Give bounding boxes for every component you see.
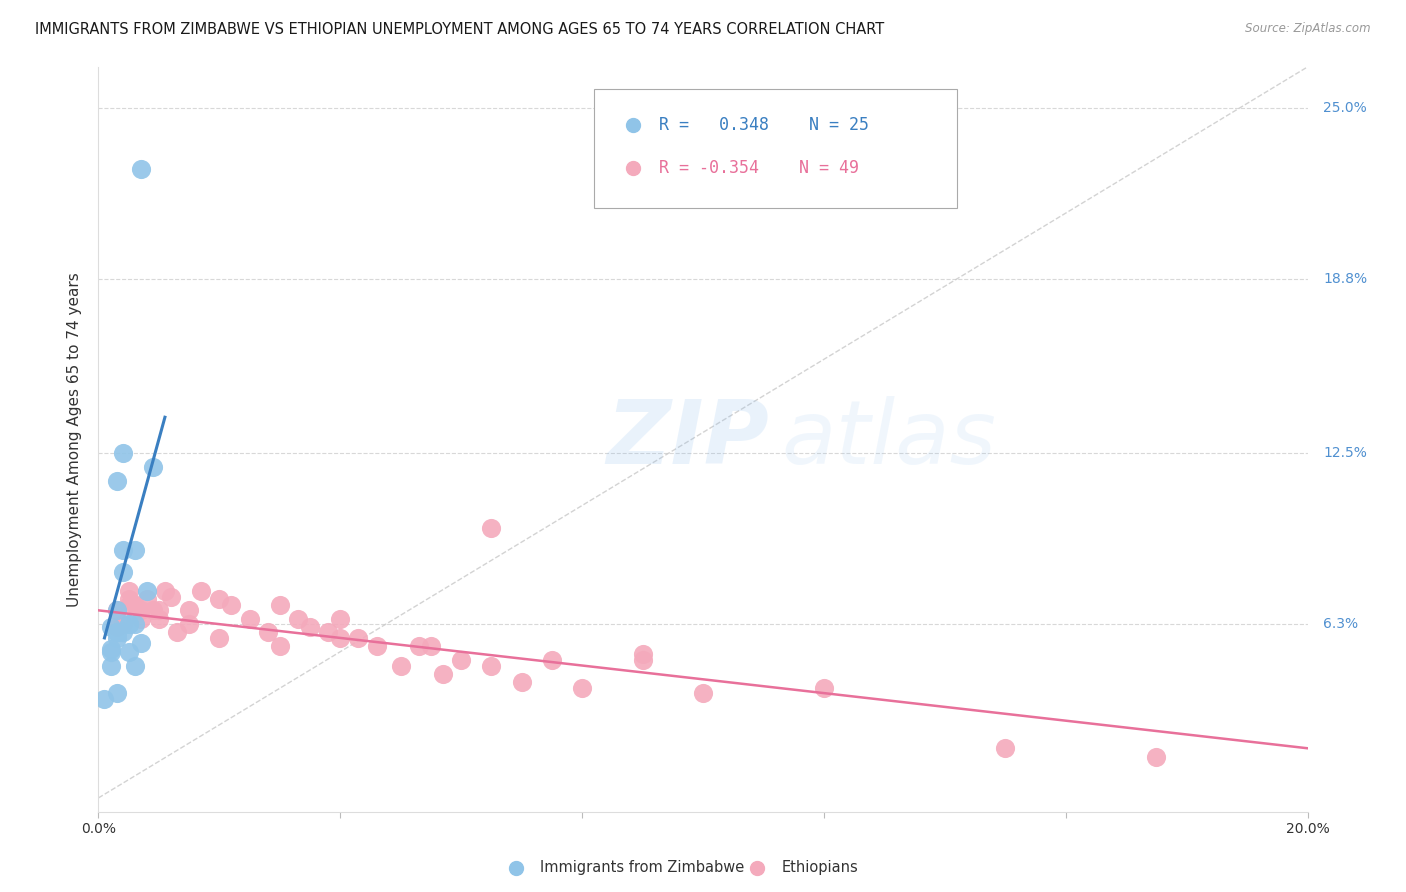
- Point: [111, 446, 134, 460]
- Point: [118, 617, 141, 632]
- Point: [93, 691, 115, 706]
- Point: [208, 631, 231, 645]
- Point: [269, 598, 291, 612]
- Point: [179, 617, 201, 632]
- Point: [118, 645, 141, 659]
- Point: [148, 612, 170, 626]
- Point: [221, 598, 243, 612]
- Point: [481, 658, 503, 673]
- Point: [124, 658, 146, 673]
- Point: [100, 620, 122, 634]
- Point: [148, 603, 170, 617]
- Point: [329, 612, 352, 626]
- Point: [994, 741, 1017, 756]
- Point: [129, 612, 152, 626]
- Text: 12.5%: 12.5%: [1323, 446, 1367, 460]
- Point: [105, 631, 128, 645]
- Point: [105, 603, 128, 617]
- Point: [179, 603, 201, 617]
- Point: [100, 642, 122, 657]
- Point: [124, 598, 146, 612]
- Point: [329, 631, 352, 645]
- Point: [142, 603, 165, 617]
- Point: [105, 603, 128, 617]
- Point: [135, 584, 157, 599]
- Point: [100, 658, 122, 673]
- Point: [135, 592, 157, 607]
- Point: [129, 161, 152, 176]
- Point: [105, 686, 128, 700]
- FancyBboxPatch shape: [595, 89, 957, 209]
- Point: [111, 625, 134, 640]
- Text: 18.8%: 18.8%: [1323, 272, 1368, 286]
- Point: [432, 666, 454, 681]
- Point: [118, 592, 141, 607]
- Text: R =   0.348    N = 25: R = 0.348 N = 25: [659, 116, 869, 134]
- Point: [631, 653, 654, 667]
- Point: [420, 639, 443, 653]
- Point: [571, 681, 593, 695]
- Point: [450, 653, 472, 667]
- Point: [316, 625, 339, 640]
- Point: [239, 612, 262, 626]
- Text: ZIP: ZIP: [606, 396, 769, 483]
- Point: [631, 648, 654, 662]
- Text: R = -0.354    N = 49: R = -0.354 N = 49: [659, 159, 859, 178]
- Point: [481, 520, 503, 534]
- Point: [287, 612, 309, 626]
- Point: [347, 631, 370, 645]
- Point: [105, 474, 128, 488]
- Point: [190, 584, 212, 599]
- Point: [510, 675, 533, 690]
- Point: [540, 653, 562, 667]
- Text: Immigrants from Zimbabwe: Immigrants from Zimbabwe: [540, 860, 744, 875]
- Point: [153, 584, 176, 599]
- Point: [692, 686, 714, 700]
- Point: [299, 620, 322, 634]
- Point: [142, 459, 165, 474]
- Text: 25.0%: 25.0%: [1323, 102, 1367, 115]
- Text: IMMIGRANTS FROM ZIMBABWE VS ETHIOPIAN UNEMPLOYMENT AMONG AGES 65 TO 74 YEARS COR: IMMIGRANTS FROM ZIMBABWE VS ETHIOPIAN UN…: [35, 22, 884, 37]
- Point: [124, 542, 146, 557]
- Point: [208, 592, 231, 607]
- Point: [813, 681, 835, 695]
- Point: [269, 639, 291, 653]
- Point: [160, 590, 183, 604]
- Text: 6.3%: 6.3%: [1323, 617, 1358, 632]
- Point: [129, 636, 152, 650]
- Point: [118, 617, 141, 632]
- Point: [118, 584, 141, 599]
- Text: Source: ZipAtlas.com: Source: ZipAtlas.com: [1246, 22, 1371, 36]
- Text: atlas: atlas: [782, 396, 997, 483]
- Point: [105, 625, 128, 640]
- Point: [105, 625, 128, 640]
- Point: [100, 645, 122, 659]
- Text: Ethiopians: Ethiopians: [782, 860, 858, 875]
- Point: [256, 625, 278, 640]
- Y-axis label: Unemployment Among Ages 65 to 74 years: Unemployment Among Ages 65 to 74 years: [67, 272, 83, 607]
- Point: [118, 598, 141, 612]
- Point: [389, 658, 412, 673]
- Point: [111, 617, 134, 632]
- Point: [366, 639, 388, 653]
- Point: [111, 565, 134, 579]
- Point: [111, 542, 134, 557]
- Point: [129, 603, 152, 617]
- Point: [105, 620, 128, 634]
- Point: [166, 625, 188, 640]
- Point: [408, 639, 430, 653]
- Point: [124, 617, 146, 632]
- Point: [1144, 749, 1167, 764]
